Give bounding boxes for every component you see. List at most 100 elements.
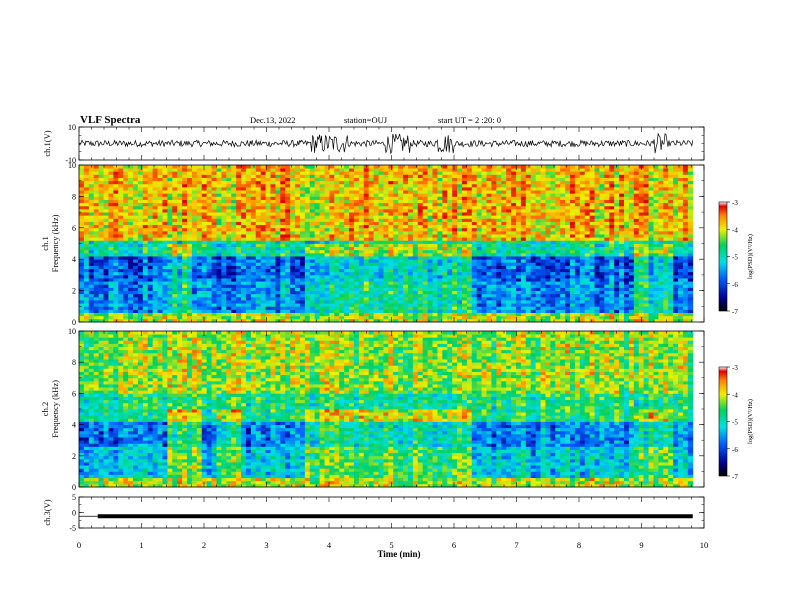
ch1-spectrogram-cell [555,303,561,307]
ch1-spectrogram-cell [398,230,404,235]
ch1-spectrogram-cell [383,208,389,213]
ch1-spectrogram-cell [123,274,129,279]
ch1-spectrogram-cell [506,212,512,216]
ch1-spectrogram-cell [476,230,483,235]
ch1-spectrogram-cell [83,174,90,178]
ch1-spectrogram-cell [255,180,262,185]
ch1-spectrogram-cell [515,221,522,226]
ch1-spectrogram-cell [231,309,237,313]
ch1-spectrogram-cell [491,186,497,191]
ch1-spectrogram-cell [285,224,291,229]
ch1-spectrogram-cell [457,281,463,285]
ch1-spectrogram-cell [481,284,487,288]
ch1-spectrogram-cell [407,183,414,188]
ch1-spectrogram-cell [245,256,252,260]
ch1-spectrogram-cell [172,312,178,317]
ch1-spectrogram-cell [172,205,178,210]
ch1-spectrogram-cell [128,221,134,226]
ch1-spectrogram-cell [476,281,483,285]
ch1-spectrogram-cell [368,243,374,248]
ch1-spectrogram-cell [530,318,537,323]
ch1-spectrogram-cell [422,212,429,216]
ch1-spectrogram-cell [93,215,100,219]
ch1-spectrogram-cell [506,274,512,279]
ch1-spectrogram-cell [118,262,124,266]
ch1-spectrogram-cell [221,234,227,238]
ch1-spectrogram-cell [304,183,311,188]
ch1-spectrogram-cell [103,281,109,285]
ch1-spectrogram-cell [496,315,502,320]
ch1-spectrogram-cell [236,230,242,235]
ch1-spectrogram-cell [427,240,433,244]
ch1-spectrogram-cell [525,190,532,194]
ch1-spectrogram-cell [157,237,163,241]
ch1-spectrogram-cell [285,312,291,317]
ch1-spectrogram-cell [358,259,365,263]
ch1-spectrogram-cell [108,240,114,244]
ch1-spectrogram-cell [191,234,198,238]
ch1-spectrogram-cell [191,296,198,301]
ch1-spectrogram-cell [299,221,306,226]
ch1-spectrogram-cell [79,168,85,172]
ch1-spectrogram-cell [290,177,296,182]
ch1-spectrogram-cell [442,249,448,254]
ch1-spectrogram-cell [314,262,320,266]
ch1-spectrogram-cell [437,227,443,232]
ch1-spectrogram-cell [250,296,257,301]
ch1-spectrogram-cell [461,202,468,207]
ch1-spectrogram-cell [118,278,124,282]
ch1-spectrogram-cell [250,303,257,307]
ch1-spectrogram-cell [245,278,252,282]
ch1-spectrogram-cell [339,218,345,222]
ch1-spectrogram-cell [182,168,188,172]
date-label: Dec.13, 2022 [250,115,296,125]
ch1-spectrogram-cell [187,259,193,263]
ch1-spectrogram-cell [388,183,394,188]
ch1-spectrogram-cell [506,252,512,257]
ch1-spectrogram-cell [314,215,320,219]
ch1-spectrogram-cell [167,293,173,298]
ch1-spectrogram-cell [285,199,291,204]
ch1-spectrogram-cell [236,300,242,304]
ch1-spectrogram-cell [280,199,286,204]
ch1-spectrogram-cell [324,278,330,282]
ch1-spectrogram-cell [172,246,178,251]
ch1-spectrogram-cell [530,208,537,213]
ch1-spectrogram-cell [452,218,458,222]
ch1-spectrogram-cell [255,252,262,257]
ch1-spectrogram-cell [241,284,247,288]
ch1-spectrogram-cell [344,252,350,257]
ch1-spectrogram-cell [363,202,370,207]
ch1-spectrogram-cell [378,240,384,244]
ch1-spectrogram-cell [231,246,237,251]
ch1-spectrogram-cell [349,262,355,266]
ch1-spectrogram-cell [152,215,158,219]
ch1-spectrogram-cell [182,205,188,210]
ch1-spectrogram-cell [79,262,85,266]
ch1-spectrogram-cell [506,221,512,226]
ch1-spectrogram-cell [457,212,463,216]
ch1-spectrogram-cell [403,177,409,182]
ch1-spectrogram-cell [309,174,316,178]
ch1-spectrogram-cell [344,212,350,216]
ch1-spectrogram-cell [147,240,154,244]
ch1-spectrogram-cell [378,183,384,188]
ch1-spectrogram-cell [221,246,227,251]
ch1-spectrogram-cell [506,256,512,260]
ch1-spectrogram-cell [452,290,458,295]
ch1-spectrogram-cell [241,262,247,266]
ch1-spectrogram-cell [506,202,512,207]
ch1-spectrogram-cell [511,290,517,295]
ch1-spectrogram-cell [260,318,266,323]
ch1-spectrogram-cell [118,183,124,188]
ch1-spectrogram-cell [368,221,374,226]
ch1-spectrogram-cell [511,249,517,254]
ch1-spectrogram-cell [506,193,512,197]
ch1-spectrogram-cell [216,249,222,254]
ch1-spectrogram-cell [349,281,355,285]
ch1-spectrogram-cell [358,174,365,178]
ch1-spectrogram-cell [314,271,320,276]
ch1-spectrogram-cell [172,278,178,282]
ch1-spectrogram-cell [167,246,173,251]
ch1-spectrogram-cell [187,309,193,313]
